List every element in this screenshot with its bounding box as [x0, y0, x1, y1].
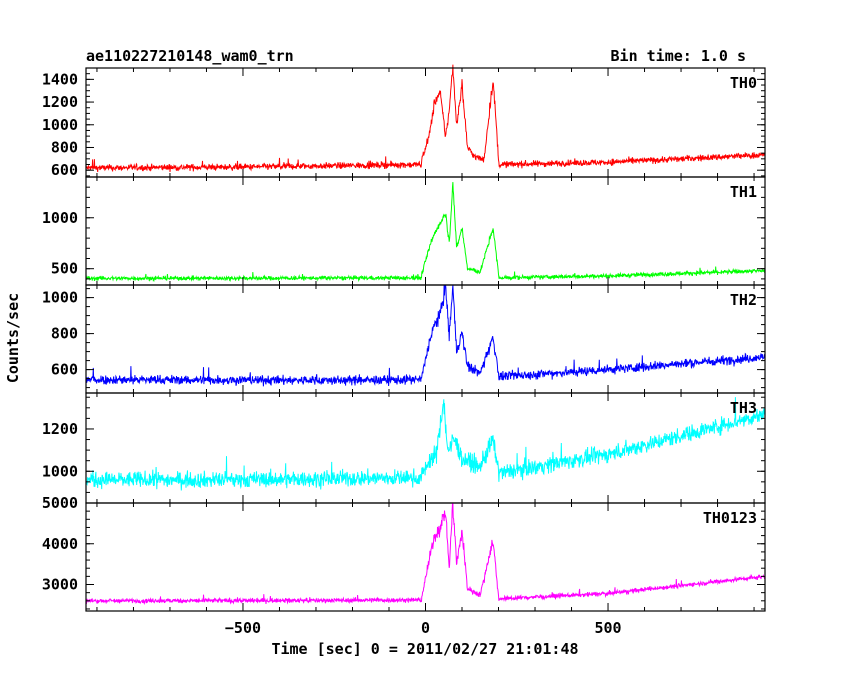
panel-frame-th1 — [85, 176, 766, 286]
chart-title: ae110227210148_wam0_trn — [86, 47, 294, 65]
y-tick-label: 4000 — [42, 535, 78, 553]
panel-frame-th0123 — [85, 502, 766, 612]
panel-th0123: 3000 4000 5000 TH0123 — [42, 494, 766, 612]
panel-label-th2: TH2 — [730, 291, 757, 309]
panel-th3: 1000 1200 TH3 — [42, 392, 766, 504]
series-line-th0 — [85, 64, 766, 173]
y-tick-label: 5000 — [42, 494, 78, 512]
x-axis: −500 0 500 — [225, 619, 622, 637]
series-line-th1 — [85, 182, 766, 283]
y-tick-label: 600 — [51, 361, 78, 379]
y-tick-label: 500 — [51, 260, 78, 278]
y-tick-label: 1000 — [42, 289, 78, 307]
series-line-th3 — [85, 397, 766, 491]
y-axis-label: Counts/sec — [4, 293, 22, 383]
x-axis-label: Time [sec] 0 = 2011/02/27 21:01:48 — [271, 640, 578, 658]
panel-frame-th3 — [85, 392, 766, 504]
y-tick-label: 1000 — [42, 462, 78, 480]
y-tick-label: 800 — [51, 325, 78, 343]
y-tick-label: 3000 — [42, 576, 78, 594]
panels-group: 600 800 1000 1200 1400 TH0 500 1000 TH1 600 800 100… — [42, 64, 766, 612]
panel-label-th3: TH3 — [730, 399, 757, 417]
panel-label-th1: TH1 — [730, 183, 757, 201]
series-line-th0123 — [85, 502, 766, 606]
panel-label-th0: TH0 — [730, 74, 757, 92]
series-line-th2 — [85, 284, 766, 387]
x-tick-label: −500 — [225, 619, 261, 637]
y-tick-label: 800 — [51, 138, 78, 156]
y-tick-label: 1200 — [42, 93, 78, 111]
y-tick-label: 1200 — [42, 420, 78, 438]
y-tick-label: 1000 — [42, 209, 78, 227]
x-tick-label: 500 — [594, 619, 621, 637]
panel-th1: 500 1000 TH1 — [42, 176, 766, 286]
y-tick-label: 1000 — [42, 116, 78, 134]
y-tick-label: 600 — [51, 161, 78, 179]
panel-th2: 600 800 1000 TH2 — [42, 284, 766, 394]
panel-label-th0123: TH0123 — [703, 509, 757, 527]
chart-subtitle: Bin time: 1.0 s — [611, 47, 746, 65]
x-tick-label: 0 — [421, 619, 430, 637]
panel-th0: 600 800 1000 1200 1400 TH0 — [42, 64, 766, 179]
y-tick-label: 1400 — [42, 70, 78, 88]
